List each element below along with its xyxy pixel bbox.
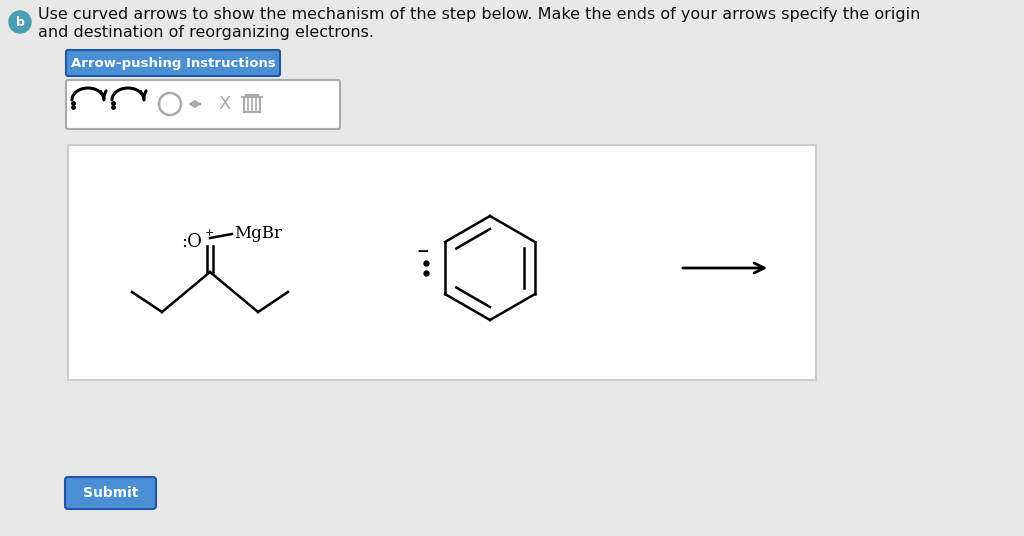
Text: X: X xyxy=(219,95,231,113)
FancyBboxPatch shape xyxy=(65,477,156,509)
Text: b: b xyxy=(15,16,25,28)
Text: Use curved arrows to show the mechanism of the step below. Make the ends of your: Use curved arrows to show the mechanism … xyxy=(38,8,921,23)
Text: −: − xyxy=(417,243,429,258)
Text: MgBr: MgBr xyxy=(234,225,282,242)
Bar xyxy=(68,145,816,380)
FancyBboxPatch shape xyxy=(66,80,340,129)
Text: :O: :O xyxy=(181,233,202,251)
FancyBboxPatch shape xyxy=(66,50,280,76)
Text: Arrow-pushing Instructions: Arrow-pushing Instructions xyxy=(71,56,275,70)
Text: and destination of reorganizing electrons.: and destination of reorganizing electron… xyxy=(38,25,374,40)
Circle shape xyxy=(9,11,31,33)
Text: +: + xyxy=(205,228,214,238)
Text: Submit: Submit xyxy=(83,486,138,500)
